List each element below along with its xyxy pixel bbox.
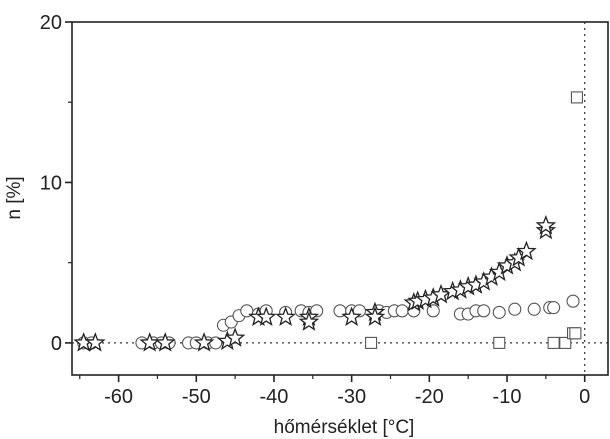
x-tick-label: -20 — [415, 386, 444, 408]
x-tick-label: -30 — [337, 386, 366, 408]
circle-marker — [492, 305, 506, 319]
circle-marker — [527, 302, 541, 316]
star-marker — [224, 327, 246, 347]
square-marker — [365, 336, 378, 349]
square-marker — [570, 91, 583, 104]
star-marker — [341, 306, 362, 327]
star-marker — [298, 311, 320, 331]
x-tick-label: -10 — [493, 386, 522, 408]
plot-frame — [71, 21, 609, 376]
star-marker — [84, 332, 106, 352]
circle-marker — [477, 304, 491, 318]
square-marker — [547, 336, 560, 349]
data-markers — [73, 91, 583, 352]
star-marker — [275, 306, 296, 327]
y-tick-label: 10 — [40, 172, 62, 194]
circle-marker — [508, 302, 522, 316]
x-axis-ticks: -60 -50 -40 -30 -20 -10 0 — [79, 375, 590, 408]
square-marker — [569, 327, 582, 340]
star-marker — [255, 306, 277, 327]
star-marker — [535, 214, 557, 235]
x-tick-label: -40 — [260, 386, 289, 408]
x-axis-title: hőmérséklet [°C] — [274, 417, 415, 438]
y-axis-title: n [%] — [4, 176, 25, 219]
square-marker — [493, 336, 506, 349]
star-marker — [364, 306, 386, 327]
y-tick-label: 0 — [51, 333, 62, 355]
star-marker — [516, 240, 537, 261]
x-tick-label: 0 — [579, 386, 590, 408]
circle-marker — [547, 301, 561, 315]
square-marker — [559, 336, 572, 349]
x-tick-label: -50 — [182, 386, 211, 408]
star-marker — [193, 332, 215, 352]
star-marker — [154, 332, 176, 352]
circle-marker — [426, 304, 440, 318]
y-axis-ticks: 0 10 20 — [40, 12, 72, 355]
x-tick-label: -60 — [104, 386, 133, 408]
y-tick-label: 20 — [40, 12, 62, 34]
circle-marker — [566, 294, 580, 308]
circle-marker — [395, 304, 409, 318]
